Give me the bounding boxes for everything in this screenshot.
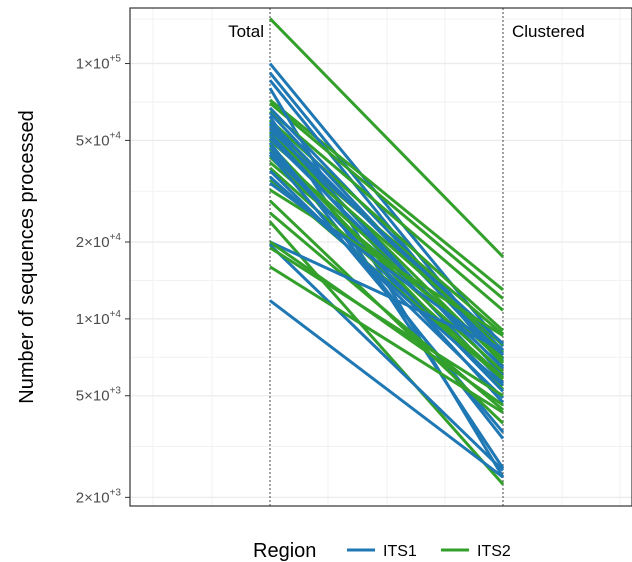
stage-label-total: Total [228,22,264,41]
series-line-its2 [269,265,504,414]
plot-border [129,7,632,507]
y-tick-label: 5×10+3 [76,386,122,405]
series-line-its2 [268,220,505,486]
y-axis-ticks: 1×10+5 5×10+4 2×10+4 1×10+4 5×10+3 2×10+3 [76,54,130,506]
legend-label-its2: ITS2 [477,543,511,560]
series-line-its1 [269,181,504,355]
series-lines [268,17,505,486]
series-line-its2 [268,17,505,258]
series-line-its2 [269,101,504,300]
legend-label-its1: ITS1 [383,543,417,560]
y-tick-label: 1×10+5 [76,54,122,73]
series-line-its2 [269,98,504,291]
legend: Region ITS1 ITS2 [253,540,511,562]
y-tick-label: 2×10+3 [76,487,122,506]
stage-lines [269,8,504,506]
legend-title: Region [253,540,316,562]
y-tick-label: 2×10+4 [76,232,122,251]
stage-labels: Total Clustered [228,22,585,41]
y-axis-title: Number of sequences processed [16,110,38,404]
series-line-its2 [269,110,504,312]
grid-major [130,62,632,498]
series-line-its2 [269,188,504,337]
stage-label-clustered: Clustered [512,22,585,41]
series-line-its1 [268,62,505,348]
series-line-its1 [268,169,505,400]
series-line-its1 [269,299,504,479]
y-tick-label: 1×10+4 [76,309,122,328]
series-line-its1 [268,243,505,472]
series-line-its1 [268,128,505,345]
y-tick-label: 5×10+4 [76,130,122,149]
series-line-its2 [269,246,504,398]
series-line-its2 [269,240,504,407]
series-line-its1 [269,240,504,351]
